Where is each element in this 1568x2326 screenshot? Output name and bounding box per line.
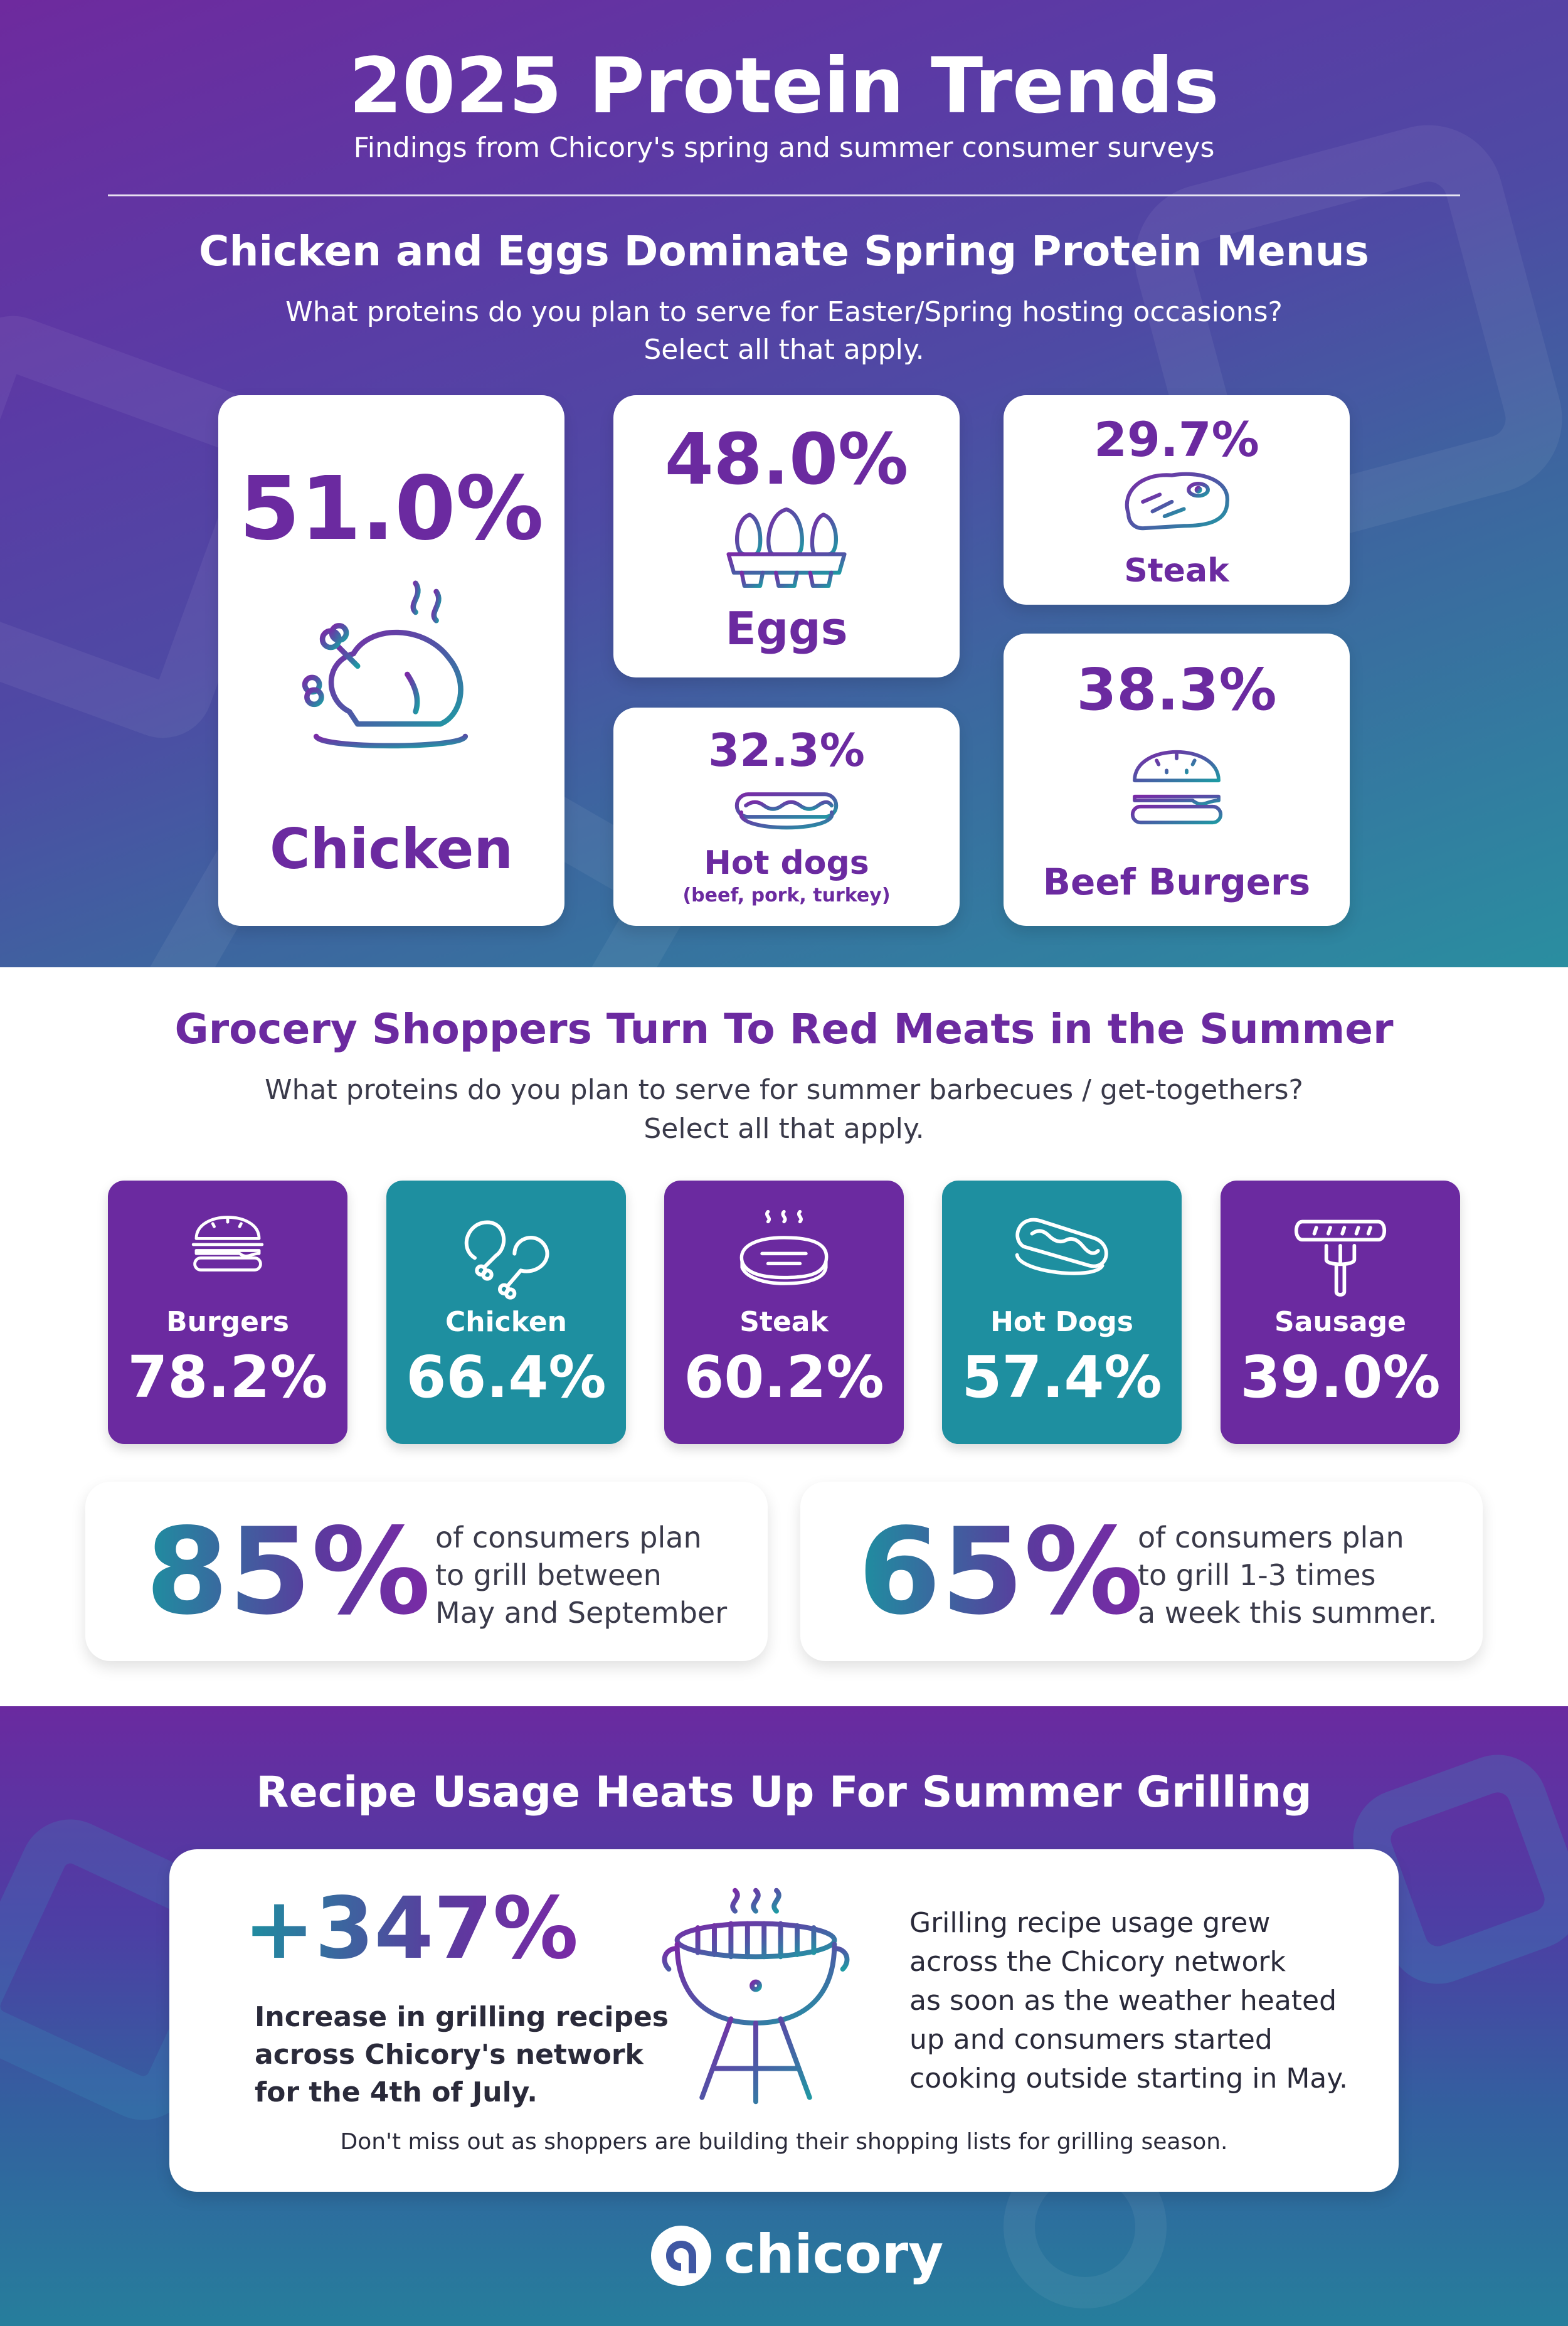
recipes-stat-line1: Increase in grilling recipes [255,2001,669,2033]
summer-tile-steak: Steak 60.2% [664,1181,904,1444]
summer-burgers-value: 78.2% [127,1344,328,1411]
burger-icon [191,1216,264,1272]
eggs-carton-icon [726,507,847,588]
spring-eggs-value: 48.0% [664,419,909,501]
summer-question-line2: Select all that apply. [644,1113,924,1145]
title-divider [108,194,1460,196]
recipes-footer-note: Don't miss out as shoppers are building … [340,2129,1228,2155]
summer-chicken-value: 66.4% [406,1344,607,1411]
recipes-desc-line3: as soon as the weather heated [909,1985,1337,2017]
roast-chicken-icon [301,580,480,749]
spring-question-line1: What proteins do you plan to serve for E… [285,296,1283,328]
spring-burgers-value: 38.3% [1076,656,1277,723]
summer-tile-hot-dogs: Hot Dogs 57.4% [942,1181,1182,1444]
recipes-stat-value: +347% [243,1879,579,1978]
spring-hot-dogs-label: Hot dogs [704,844,869,882]
spring-hot-dogs-value: 32.3% [708,724,865,777]
recipes-desc-line1: Grilling recipe usage grew [909,1907,1271,1939]
steak-icon [739,1209,829,1285]
summer-question-line1: What proteins do you plan to serve for s… [265,1074,1303,1106]
stat-grill-season-line2: to grill between [435,1558,662,1592]
spring-chicken-label: Chicken [269,817,514,881]
summer-tile-burgers: Burgers 78.2% [108,1181,347,1444]
summer-burgers-label: Burgers [166,1306,289,1338]
recipes-desc-line4: up and consumers started [909,2024,1273,2056]
stat-grill-frequency-line1: of consumers plan [1138,1521,1404,1554]
summer-tile-sausage: Sausage 39.0% [1221,1181,1460,1444]
spring-burgers-label: Beef Burgers [1042,861,1311,903]
grill-icon [662,1888,850,2105]
sausage-fork-icon [1294,1219,1387,1297]
summer-section: Grocery Shoppers Turn To Red Meats in th… [0,967,1568,1706]
stat-grill-frequency-value: 65% [858,1502,1143,1641]
stat-grill-season-value: 85% [146,1502,431,1641]
summer-sausage-label: Sausage [1274,1306,1406,1338]
stat-grill-season-line1: of consumers plan [435,1521,702,1554]
hot-dog-icon [734,792,839,830]
stat-card-grill-season: 85% of consumers plan to grill between M… [85,1482,768,1661]
summer-hot-dogs-value: 57.4% [961,1344,1162,1411]
spring-steak-label: Steak [1124,552,1229,590]
spring-steak-value: 29.7% [1094,412,1259,467]
spring-card-hot-dogs: 32.3% Hot dogs (beef, pork, turkey) [613,708,960,926]
recipes-stat-line2: across Chicory's network [255,2039,644,2071]
summer-chicken-label: Chicken [445,1306,568,1338]
stat-card-grill-frequency: 65% of consumers plan to grill 1-3 times… [800,1482,1483,1661]
spring-eggs-label: Eggs [725,602,848,655]
spring-card-beef-burgers: 38.3% Beef Burgers [1004,634,1350,926]
stat-grill-season-line3: May and September [435,1596,728,1630]
brand-name: chicory [724,2223,944,2286]
recipes-section: Recipe Usage Heats Up For Summer Grillin… [0,1706,1568,2326]
spring-card-steak: 29.7% Steak [1004,395,1350,605]
hot-dog-icon [1015,1218,1108,1275]
spring-section: 2025 Protein Trends Findings from Chicor… [0,0,1568,967]
spring-card-chicken: 51.0% Chicken [218,395,564,926]
spring-question-line2: Select all that apply. [644,334,924,366]
chicory-logo-icon [651,2226,711,2286]
page-title: 2025 Protein Trends [349,41,1219,130]
recipes-heading: Recipe Usage Heats Up For Summer Grillin… [256,1768,1312,1817]
recipes-card: +347% Increase in grilling recipes acros… [169,1849,1399,2192]
recipes-desc-line5: cooking outside starting in May. [909,2063,1348,2095]
stat-grill-frequency-line2: to grill 1-3 times [1138,1558,1376,1592]
spring-hot-dogs-sublabel: (beef, pork, turkey) [682,884,891,906]
spring-card-eggs: 48.0% Eggs [613,395,960,677]
spring-heading: Chicken and Eggs Dominate Spring Protein… [199,227,1369,275]
burger-icon [1128,750,1225,825]
summer-steak-label: Steak [739,1306,829,1338]
recipes-stat-line3: for the 4th of July. [255,2076,538,2108]
page-subtitle: Findings from Chicory's spring and summe… [353,132,1215,164]
summer-heading: Grocery Shoppers Turn To Red Meats in th… [174,1005,1394,1053]
summer-sausage-value: 39.0% [1240,1344,1441,1411]
drumstick-icon [464,1220,549,1300]
chicory-logo: chicory [650,2222,943,2291]
summer-hot-dogs-label: Hot Dogs [990,1306,1133,1338]
summer-steak-value: 60.2% [684,1344,884,1411]
recipes-desc-line2: across the Chicory network [909,1946,1286,1978]
steak-icon [1125,472,1229,531]
stat-grill-frequency-line3: a week this summer. [1138,1596,1438,1630]
spring-chicken-value: 51.0% [239,458,544,560]
summer-tile-chicken: Chicken 66.4% [386,1181,626,1444]
